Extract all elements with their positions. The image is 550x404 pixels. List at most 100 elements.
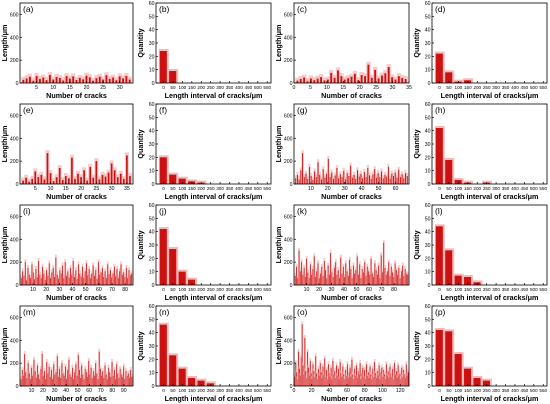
crack-bar [64, 176, 67, 184]
plot-frame [19, 305, 134, 387]
y-tick-label: 0 [290, 384, 293, 390]
y-tick-label: 50 [425, 317, 431, 323]
crack-bar [332, 277, 334, 285]
x-tick-label: 500 [530, 186, 538, 191]
crack-bar [104, 271, 106, 285]
y-tick-label: 40 [149, 28, 155, 34]
crack-bar [382, 178, 384, 184]
crack-bar [31, 264, 33, 285]
histogram-bar [188, 279, 196, 285]
crack-bar [86, 263, 87, 285]
crack-bar-halo [305, 78, 310, 83]
crack-bar [38, 261, 40, 285]
crack-bar [124, 277, 126, 285]
crack-bar [296, 174, 298, 184]
crack-bar [318, 278, 320, 285]
x-tick-label: 150 [464, 186, 472, 191]
crack-bar [362, 178, 364, 184]
x-tick-label: 60 [393, 186, 399, 192]
x-tick-label: 60 [86, 388, 92, 394]
y-axis-label: Length/μm [0, 126, 9, 163]
y-tick-label: 10 [425, 270, 431, 276]
crack-bar [303, 267, 305, 285]
crack-bar [110, 376, 112, 386]
crack-bar [119, 271, 121, 285]
crack-bar [84, 271, 86, 285]
plot-frame [155, 103, 272, 185]
panel-i: 0 200 400 600 10 20 30 40 50 60 70 80 Number of crac… [0, 204, 134, 302]
x-axis-label: Number of cracks [321, 192, 382, 201]
crack-bar [346, 271, 348, 285]
x-tick-label: 200 [473, 186, 481, 191]
x-tick-label: 20 [357, 85, 363, 91]
crack-bar [72, 76, 75, 83]
crack-bar-halo [295, 77, 300, 83]
crack-bar [36, 277, 38, 285]
y-axis-label: Quantity [412, 230, 421, 259]
x-tick-label: 15 [63, 186, 69, 192]
x-tick-label: 5 [309, 85, 312, 91]
y-tick-label: 200 [10, 58, 19, 64]
histogram-bar [178, 178, 186, 184]
x-tick-label: 80 [391, 287, 397, 293]
crack-bar [360, 278, 362, 285]
crack-bar [86, 372, 87, 386]
crack-bar [377, 173, 379, 184]
plot-frame [293, 103, 410, 185]
crack-bar [320, 273, 321, 285]
crack-bar [296, 266, 297, 285]
x-tick-label: 300 [216, 85, 224, 90]
crack-bar [29, 76, 31, 83]
crack-bar [308, 278, 310, 285]
y-tick-label: 20 [425, 357, 431, 363]
crack-bar [84, 368, 86, 386]
crack-bar [326, 79, 329, 83]
crack-bar [353, 174, 355, 184]
x-tick-label: 70 [109, 287, 115, 293]
crack-bar [53, 364, 55, 386]
crack-bar [115, 80, 118, 83]
x-tick-label: 150 [464, 85, 472, 90]
x-tick-label: 100 [455, 287, 463, 292]
crack-bar [366, 266, 368, 285]
x-tick-label: 250 [483, 287, 491, 292]
crack-bar [372, 174, 374, 184]
y-tick-label: 0 [16, 384, 19, 390]
panel-letter: (m) [23, 307, 36, 317]
crack-bar [20, 278, 22, 285]
y-tick-label: 0 [290, 81, 293, 87]
x-tick-label: 550 [539, 388, 547, 393]
crack-bar [327, 265, 329, 285]
x-tick-label: 450 [521, 186, 529, 191]
y-tick-label: 30 [149, 344, 155, 350]
x-tick-label: 100 [455, 186, 463, 191]
y-tick-label: 60 [149, 102, 155, 108]
x-tick-label: 50 [170, 388, 176, 393]
x-tick-label: 50 [170, 186, 176, 191]
crack-bar [302, 153, 304, 184]
y-tick-label: 200 [10, 260, 19, 266]
crack-bar [392, 272, 393, 285]
x-axis-label: Length interval of cracks/μm [441, 192, 539, 201]
crack-bar [47, 275, 49, 285]
x-tick-label: 50 [170, 85, 176, 90]
crack-bar [30, 379, 31, 386]
crack-bar [98, 76, 101, 83]
crack-bar [87, 275, 89, 285]
crack-bar [113, 170, 116, 184]
crack-bar [302, 274, 304, 285]
crack-bar [98, 262, 99, 285]
crack-bar [61, 363, 63, 386]
crack-bar [86, 180, 89, 184]
crack-bar [39, 274, 41, 285]
crack-bar [39, 79, 41, 83]
crack-bar [48, 75, 51, 83]
y-tick-label: 20 [425, 155, 431, 161]
x-tick-label: 300 [216, 388, 224, 393]
crack-bar [70, 267, 71, 285]
crack-bar [406, 176, 408, 184]
x-tick-label: 25 [93, 186, 99, 192]
crack-bar [342, 266, 344, 285]
crack-bar [35, 269, 37, 285]
crack-bar [20, 379, 22, 386]
